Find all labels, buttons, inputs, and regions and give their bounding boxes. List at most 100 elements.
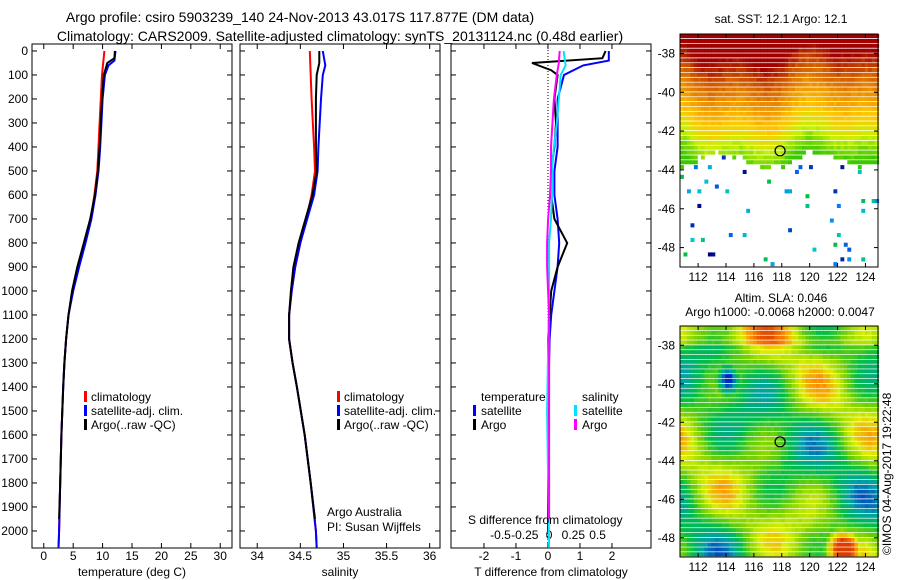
map-cell: [683, 528, 688, 533]
map-cell: [836, 326, 841, 331]
map-cell: [836, 451, 841, 456]
map-cell: [693, 87, 698, 92]
map-cell: [840, 532, 845, 537]
map-cell: [714, 504, 719, 509]
map-cell: [777, 518, 782, 523]
map-cell: [819, 345, 824, 350]
map-cell: [697, 475, 702, 480]
map-cell: [836, 233, 841, 238]
map-cell: [802, 126, 806, 131]
map-cell: [798, 63, 803, 68]
map-cell: [826, 53, 831, 58]
map-cell: [798, 350, 803, 355]
map-cell: [690, 417, 695, 422]
map-cell: [697, 383, 702, 388]
map-cell: [704, 427, 709, 432]
map-cell: [791, 38, 796, 43]
map-cell: [791, 369, 796, 374]
map-cell: [697, 126, 702, 131]
map-cell: [871, 106, 876, 111]
map-cell: [822, 135, 827, 140]
map-cell: [854, 475, 859, 480]
map-cell: [711, 345, 716, 350]
map-cell: [749, 383, 754, 388]
map-cell: [774, 131, 778, 136]
map-cell: [690, 223, 695, 228]
map-cell: [854, 494, 859, 499]
map-cell: [767, 374, 771, 379]
map-cell: [781, 542, 785, 547]
map-cell: [693, 523, 698, 528]
map-cell: [829, 431, 834, 436]
map-cell: [777, 422, 782, 427]
map-cell: [728, 388, 733, 393]
map-cell: [711, 252, 716, 257]
map-cell: [774, 350, 778, 355]
map-cell: [833, 398, 838, 403]
map-cell: [809, 140, 813, 145]
x-tick-label: 1: [577, 549, 584, 563]
map-cell: [788, 345, 792, 350]
map-cell: [857, 398, 862, 403]
map-cell: [770, 378, 775, 383]
map-cell: [770, 364, 775, 369]
map-cell: [833, 326, 838, 331]
map-cell: [826, 121, 831, 126]
map-cell: [728, 427, 733, 432]
map-cell: [693, 537, 698, 542]
map-cell: [826, 359, 831, 364]
map-cell: [693, 508, 698, 513]
map-cell: [868, 374, 873, 379]
map-cell: [777, 552, 782, 557]
map-cell: [756, 43, 761, 48]
map-cell: [802, 116, 806, 121]
map-cell: [739, 532, 744, 537]
map-cell: [760, 38, 765, 43]
map-cell: [770, 451, 775, 456]
map-cell: [805, 77, 810, 82]
map-cell: [833, 383, 838, 388]
map-cell: [850, 407, 855, 412]
map-cell: [798, 68, 803, 73]
map-cell: [739, 102, 744, 107]
map-cell: [732, 350, 737, 355]
map-cell: [735, 72, 740, 77]
map-cell: [836, 431, 841, 436]
map-cell: [843, 116, 848, 121]
map-cell: [777, 532, 782, 537]
map-cell: [798, 388, 803, 393]
map-cell: [812, 451, 817, 456]
map-cell: [826, 455, 831, 460]
map-cell: [791, 499, 796, 504]
map-cell: [875, 374, 880, 379]
map-cell: [700, 489, 705, 494]
map-cell: [795, 499, 799, 504]
map-cell: [704, 369, 709, 374]
y-tick-label: 1700: [1, 452, 28, 466]
map-cell: [791, 504, 796, 509]
map-cell: [714, 528, 719, 533]
map-cell: [868, 359, 873, 364]
map-cell: [767, 135, 771, 140]
map-cell: [725, 145, 730, 150]
map-cell: [725, 77, 730, 82]
map-cell: [749, 446, 754, 451]
map-cell: [735, 145, 740, 150]
map-cell: [732, 369, 737, 374]
map-cell: [805, 364, 810, 369]
map-cell: [871, 77, 876, 82]
map-cell: [770, 140, 775, 145]
map-cell: [816, 446, 820, 451]
map-cell: [680, 475, 684, 480]
map-cell: [861, 374, 866, 379]
map-cell: [875, 68, 880, 73]
map-cell: [822, 34, 827, 39]
map-cell: [742, 340, 747, 345]
map-cell: [760, 63, 765, 68]
map-cell: [847, 518, 852, 523]
map-cell: [850, 121, 855, 126]
map-cell: [704, 523, 709, 528]
map-cell: [767, 427, 771, 432]
map-cell: [822, 140, 827, 145]
map-cell: [725, 330, 730, 335]
